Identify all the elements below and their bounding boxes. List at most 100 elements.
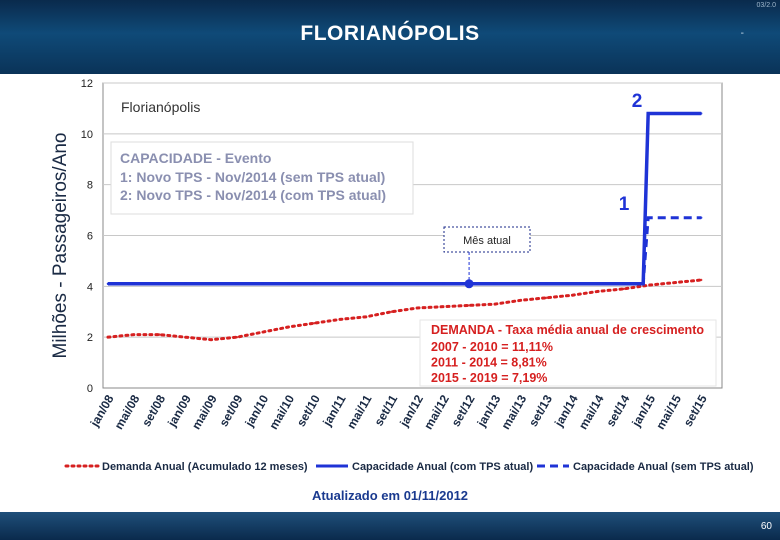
- data-point-s0: [184, 335, 187, 339]
- x-tick-label: mai/10: [266, 392, 297, 432]
- data-point-s2: [519, 282, 522, 285]
- current-month-box: [443, 226, 531, 253]
- event-marker-1: 1: [619, 194, 630, 215]
- data-point-s2: [545, 282, 548, 285]
- event-box: [110, 141, 414, 215]
- data-point-s0: [519, 299, 522, 302]
- data-point-s2: [106, 282, 110, 285]
- slide-header: FLORIANÓPOLIS - 03/2.0: [0, 0, 780, 74]
- x-tick-label: mai/13: [498, 392, 529, 432]
- legend-label: Capacidade Anual (sem TPS atual): [573, 461, 754, 473]
- series-demand-line: [106, 278, 703, 342]
- y-tick-label: 8: [87, 180, 93, 192]
- data-point-s2: [158, 282, 161, 285]
- header-dash: -: [740, 28, 744, 39]
- series-capacity-com-tps-line: [108, 111, 702, 286]
- data-point-s2: [132, 282, 135, 285]
- data-point-s2: [493, 282, 497, 285]
- data-point-s0: [235, 335, 239, 339]
- data-point-s2: [416, 282, 419, 285]
- x-tick-label: set/13: [526, 392, 555, 429]
- data-point-s0: [493, 302, 497, 306]
- data-point-s2: [390, 282, 393, 285]
- y-tick-label: 0: [87, 383, 93, 395]
- data-point-s2: [287, 282, 290, 285]
- data-point-s0: [261, 330, 264, 334]
- data-point-s2: [442, 282, 445, 285]
- data-point-s0: [467, 304, 471, 307]
- updated-note: Atualizado em 01/11/2012: [312, 488, 468, 503]
- x-tick-label: set/08: [139, 392, 168, 429]
- data-point-s0: [390, 310, 393, 313]
- y-tick-label: 6: [87, 231, 93, 243]
- data-point-s2: [700, 216, 703, 219]
- current-month-point: [464, 279, 474, 289]
- legend-label: Demanda Anual (Acumulado 12 meses): [102, 461, 308, 473]
- event-marker-2: 2: [632, 91, 643, 112]
- x-tick-label: set/14: [603, 392, 632, 429]
- data-point-s0: [287, 325, 290, 329]
- event-box-title: CAPACIDADE - Evento: [120, 150, 271, 166]
- data-point-s2: [209, 282, 213, 285]
- page-number: 60: [760, 521, 772, 532]
- data-point-s2: [622, 282, 626, 285]
- data-point-s2: [571, 282, 574, 285]
- legend-label: Capacidade Anual (com TPS atual): [352, 461, 533, 473]
- demand-box-line: 2015 - 2019 = 7,19%: [431, 371, 547, 385]
- x-tick-label: mai/09: [189, 392, 220, 432]
- event-box-line: 1: Novo TPS - Nov/2014 (sem TPS atual): [120, 169, 385, 185]
- header-corner-code: 03/2.0: [756, 2, 776, 9]
- data-point-s2: [235, 282, 239, 285]
- data-point-s2: [596, 282, 600, 285]
- data-point-s2: [338, 282, 342, 285]
- data-point-s1: [700, 112, 703, 115]
- y-axis-label: Milhões - Passageiros/Ano: [50, 133, 71, 359]
- data-point-s0: [674, 281, 677, 284]
- data-point-s1: [648, 112, 651, 115]
- slide-title: FLORIANÓPOLIS: [300, 22, 480, 45]
- data-point-s0: [700, 278, 703, 282]
- data-point-s2: [313, 282, 316, 285]
- data-point-s2: [261, 282, 264, 285]
- event-box-line: 2: Novo TPS - Nov/2014 (com TPS atual): [120, 187, 386, 203]
- data-point-s0: [442, 305, 445, 308]
- data-point-s0: [158, 333, 161, 336]
- data-point-s2: [184, 282, 187, 285]
- data-point-s0: [622, 287, 626, 291]
- x-tick-label: mai/08: [112, 392, 143, 432]
- demand-box-title: DEMANDA - Taxa média anual de cresciment…: [431, 323, 704, 337]
- data-point-s0: [416, 306, 419, 310]
- data-point-s2: [648, 216, 651, 219]
- x-tick-label: set/10: [294, 392, 323, 429]
- x-tick-label: set/12: [449, 392, 478, 429]
- demand-box-line: 2007 - 2010 = 11,11%: [431, 340, 553, 354]
- data-point-s0: [313, 321, 316, 325]
- data-point-s0: [364, 315, 368, 319]
- x-tick-label: set/09: [216, 392, 245, 429]
- y-tick-label: 4: [87, 281, 93, 293]
- data-point-s0: [338, 318, 342, 321]
- data-point-s1: [674, 112, 677, 115]
- x-tick-label: mai/14: [576, 392, 607, 432]
- x-tick-label: mai/12: [421, 392, 452, 432]
- data-point-s0: [571, 294, 574, 297]
- current-month-label: Mês atual: [463, 235, 511, 247]
- data-point-s0: [545, 296, 548, 299]
- x-tick-label: set/11: [371, 392, 400, 428]
- data-point-s0: [132, 333, 135, 336]
- data-point-s0: [106, 335, 110, 339]
- y-tick-label: 12: [81, 78, 93, 90]
- y-tick-label: 2: [87, 332, 93, 344]
- demand-box-line: 2011 - 2014 = 8,81%: [431, 356, 547, 370]
- demand-box: [419, 319, 717, 387]
- slide-footer: 60: [0, 512, 780, 540]
- chart-location-label: Florianópolis: [121, 99, 200, 115]
- y-tick-label: 10: [81, 129, 93, 141]
- x-tick-label: mai/15: [653, 392, 684, 432]
- data-point-s2: [364, 282, 368, 285]
- data-point-s0: [596, 290, 600, 293]
- data-point-s0: [648, 283, 651, 287]
- data-point-s0: [209, 338, 213, 341]
- data-point-s2: [674, 216, 677, 219]
